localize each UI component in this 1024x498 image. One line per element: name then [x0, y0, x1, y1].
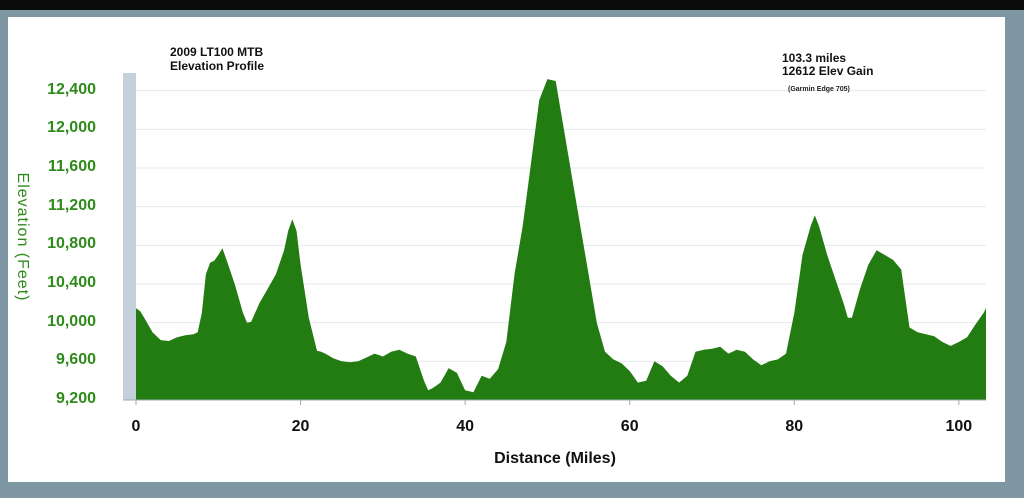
chart-title: 2009 LT100 MTB Elevation Profile [170, 45, 264, 73]
x-tick-label: 0 [131, 418, 141, 435]
y-tick-label: 10,000 [47, 312, 96, 330]
distance-stat: 103.3 miles [782, 51, 847, 65]
y-axis-band [123, 73, 136, 400]
y-tick-label: 10,800 [47, 235, 96, 253]
y-tick-label: 12,400 [47, 80, 96, 98]
x-tick-label: 40 [456, 418, 475, 435]
y-tick-label: 10,400 [47, 274, 96, 291]
x-tick-label: 60 [620, 418, 639, 435]
chart-panel [8, 17, 1005, 482]
x-tick-label: 80 [785, 418, 804, 435]
y-tick-label: 11,200 [47, 196, 96, 214]
x-axis-title: Distance (Miles) [494, 450, 616, 467]
elevation-area [136, 79, 986, 400]
x-tick-label: 100 [945, 418, 973, 435]
ride-stats: 103.3 miles 12612 Elev Gain [782, 52, 873, 78]
y-tick-label: 9,200 [55, 390, 96, 407]
y-tick-label: 11,600 [47, 158, 96, 175]
elevation-gain-stat: 12612 Elev Gain [782, 64, 874, 78]
y-tick-label: 12,000 [47, 119, 96, 137]
chart-title-line-1: 2009 LT100 MTB [170, 45, 264, 59]
top-band [0, 0, 1024, 10]
x-tick-marks [135, 400, 960, 405]
y-axis-title: Elevation (Feet) [14, 172, 31, 302]
chart-title-line-2: Elevation Profile [170, 59, 265, 73]
y-tick-label: 9,600 [55, 351, 96, 369]
device-note: (Garmin Edge 705) [788, 86, 850, 93]
x-tick-label: 20 [291, 418, 310, 435]
